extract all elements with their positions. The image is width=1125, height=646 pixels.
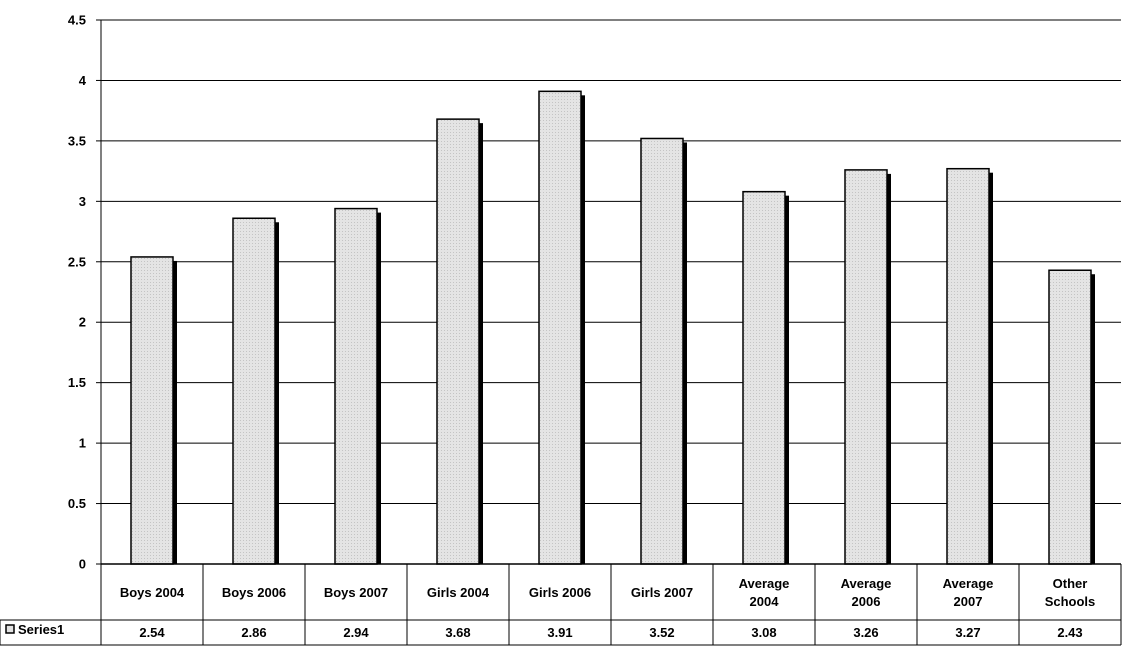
bar <box>538 90 582 565</box>
y-tick-label: 0.5 <box>68 496 86 511</box>
bar <box>742 190 786 565</box>
y-tick-label: 1.5 <box>68 375 86 390</box>
y-tick-label: 2.5 <box>68 254 86 269</box>
y-tick-label: 4.5 <box>68 13 86 28</box>
category-label-line: Schools <box>1045 594 1096 609</box>
category-label: Average 2006 <box>841 576 892 609</box>
bar <box>436 118 480 565</box>
bar <box>232 217 276 565</box>
data-label: 2.86 <box>241 625 266 640</box>
category-label: Girls 2007 <box>631 585 693 600</box>
category-label-line: 2006 <box>852 594 881 609</box>
bar <box>1048 269 1092 565</box>
category-label-line: Average <box>841 576 892 591</box>
category-label-line: Average <box>739 576 790 591</box>
data-label: 3.91 <box>547 625 572 640</box>
data-table: Series1 Boys 2004 Boys 2006 Boys 2007 Girls… <box>0 563 1122 646</box>
bar <box>844 169 888 565</box>
category-label: Girls 2006 <box>529 585 591 600</box>
category-label: Other Schools <box>1045 576 1096 609</box>
bars <box>130 90 1095 565</box>
data-label: 2.54 <box>139 625 165 640</box>
data-label: 2.94 <box>343 625 369 640</box>
category-label-line: Girls 2007 <box>631 585 693 600</box>
bar <box>946 167 990 565</box>
data-label: 3.26 <box>853 625 878 640</box>
category-label: Average 2004 <box>739 576 790 609</box>
y-tick-label: 1 <box>79 436 86 451</box>
data-label: 2.43 <box>1057 625 1082 640</box>
category-label-line: Boys 2004 <box>120 585 185 600</box>
category-label-line: Girls 2004 <box>427 585 490 600</box>
data-label: 3.68 <box>445 625 470 640</box>
category-label-line: Other <box>1053 576 1088 591</box>
y-tick-label: 2 <box>79 315 86 330</box>
bar <box>334 207 378 565</box>
legend-series1: Series1 <box>5 622 64 637</box>
category-label-line: Girls 2006 <box>529 585 591 600</box>
category-label-line: 2007 <box>954 594 983 609</box>
category-label: Boys 2006 <box>222 585 286 600</box>
y-axis-tick-labels: 0 0.5 1 1.5 2 2.5 3 3.5 4 4.5 <box>68 13 87 572</box>
y-tick-label: 0 <box>79 557 86 572</box>
data-label: 3.08 <box>751 625 776 640</box>
category-label: Boys 2007 <box>324 585 388 600</box>
legend-swatch <box>5 624 15 634</box>
bar <box>130 256 174 565</box>
category-label-line: 2004 <box>750 594 780 609</box>
y-tick-label: 3.5 <box>68 133 86 148</box>
bar <box>640 137 684 565</box>
y-tick-label: 4 <box>79 73 87 88</box>
y-tick-label: 3 <box>79 194 86 209</box>
category-label: Average 2007 <box>943 576 994 609</box>
legend-label: Series1 <box>18 622 64 637</box>
data-label: 3.52 <box>649 625 674 640</box>
category-label: Boys 2004 <box>120 585 185 600</box>
category-label: Girls 2004 <box>427 585 490 600</box>
category-label-line: Boys 2006 <box>222 585 286 600</box>
data-label: 3.27 <box>955 625 980 640</box>
category-label-line: Average <box>943 576 994 591</box>
category-label-line: Boys 2007 <box>324 585 388 600</box>
